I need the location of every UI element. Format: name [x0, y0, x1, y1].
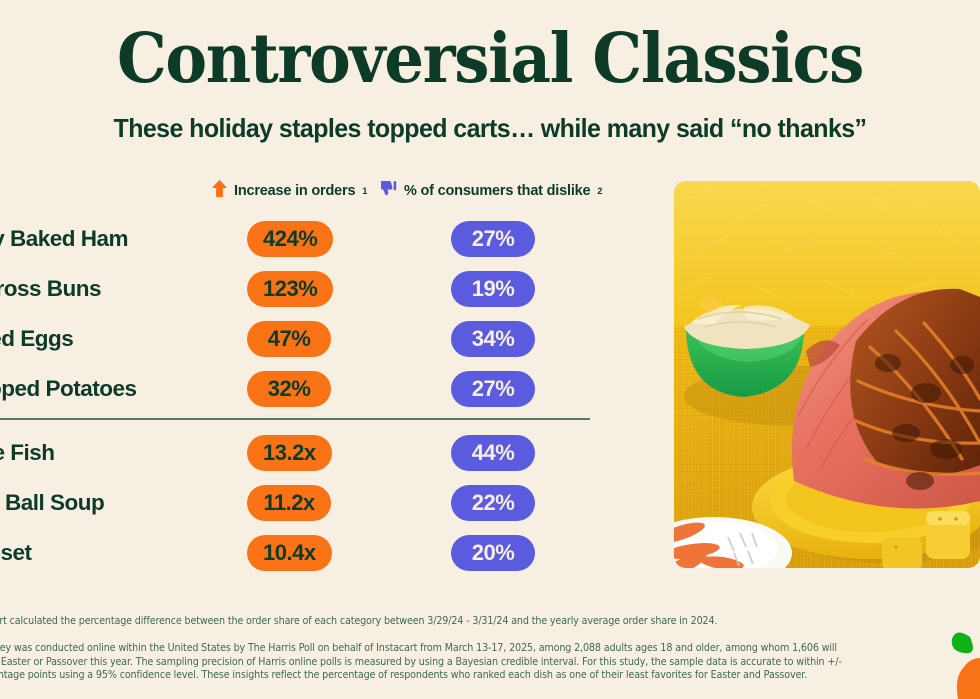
column-header-increase-in-orders: Increase in orders 1 — [212, 180, 367, 201]
orders-pill: 47% — [247, 321, 331, 357]
group-divider — [0, 418, 590, 420]
column-header-orders-footnote-marker: 1 — [362, 185, 368, 196]
table-row: Scalloped Potatoes 32% 27% — [0, 364, 660, 414]
table-row: Deviled Eggs 47% 34% — [0, 314, 660, 364]
dislike-pill: 27% — [451, 371, 535, 407]
dish-label: Scalloped Potatoes — [0, 376, 137, 401]
footnote-2-line-1: ²This survey was conducted online within… — [0, 642, 837, 655]
column-header-dislike-label: % of consumers that dislike — [404, 182, 591, 199]
dislike-pill: 34% — [451, 321, 535, 357]
column-header-dislike-footnote-marker: 2 — [597, 185, 603, 196]
dislike-pill: 27% — [451, 221, 535, 257]
dislike-pill: 44% — [451, 435, 535, 471]
orders-pill: 13.2x — [247, 435, 332, 471]
column-header-orders-label: Increase in orders — [234, 182, 356, 199]
orders-pill: 424% — [247, 221, 334, 257]
dislike-pill: 20% — [451, 535, 535, 571]
footnote-1: ¹Instacart calculated the percentage dif… — [0, 615, 718, 627]
table-row: Matzo Ball Soup 11.2x 22% — [0, 478, 660, 528]
dish-label: Deviled Eggs — [0, 326, 74, 351]
orders-pill: 123% — [247, 271, 334, 307]
dish-label: Honey Baked Ham — [0, 226, 129, 251]
dish-label: Matzo Ball Soup — [0, 490, 105, 515]
footnotes: ¹Instacart calculated the percentage dif… — [0, 615, 960, 682]
orders-pill: 32% — [247, 371, 331, 407]
dish-label: Hot Cross Buns — [0, 276, 102, 301]
column-header-percent-dislike: % of consumers that dislike 2 — [380, 180, 602, 201]
orders-pill: 11.2x — [247, 485, 331, 521]
table-row: Gefilte Fish 13.2x 44% — [0, 428, 660, 478]
ham-photo — [674, 181, 980, 568]
dish-table: Honey Baked Ham 424% 27% Hot Cross Buns … — [0, 214, 660, 578]
thumbs-down-icon — [380, 180, 397, 201]
page-subtitle: These holiday staples topped carts… whil… — [113, 113, 868, 143]
arrow-up-icon — [212, 180, 227, 201]
footnote-2-line-2: celebrate Easter or Passover this year. … — [0, 655, 842, 668]
table-row: Honey Baked Ham 424% 27% — [0, 214, 660, 264]
table-row: Hot Cross Buns 123% 19% — [0, 264, 660, 314]
dislike-pill: 19% — [451, 271, 535, 307]
page-title: Controversial Classics — [116, 19, 864, 99]
table-row: Charoset 10.4x 20% — [0, 528, 660, 578]
dislike-pill: 22% — [451, 485, 535, 521]
orders-pill: 10.4x — [247, 535, 332, 571]
column-headers: Increase in orders 1 % of consumers that … — [0, 180, 640, 204]
dish-label: Charoset — [0, 540, 32, 565]
dish-label: Gefilte Fish — [0, 440, 55, 465]
footnote-2-line-3: 2.7 percentage points using a 95% confid… — [0, 668, 808, 681]
